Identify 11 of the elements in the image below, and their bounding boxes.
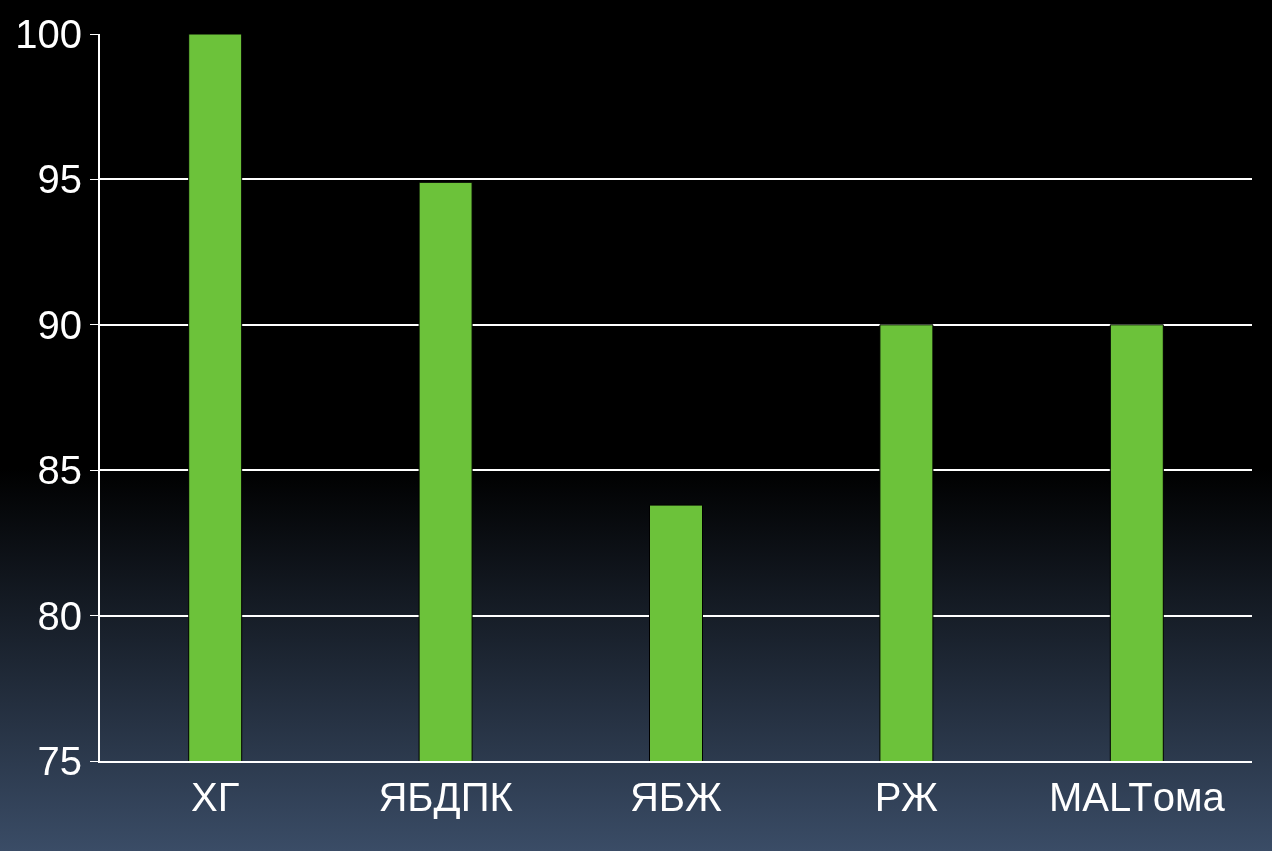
- y-tick-label: 90: [37, 302, 82, 347]
- y-tick-label: 80: [37, 593, 82, 638]
- y-tick-label: 100: [15, 12, 82, 56]
- y-tick-label: 75: [37, 739, 82, 783]
- x-tick-label: MALTома: [1048, 775, 1226, 819]
- x-tick-label: ХГ: [191, 775, 240, 819]
- x-tick-label: РЖ: [874, 775, 939, 819]
- x-tick-label: ЯБДПК: [378, 775, 514, 819]
- y-tick-label: 95: [37, 157, 82, 202]
- y-tick-label: 85: [37, 448, 82, 493]
- x-tick-label: ЯБЖ: [629, 775, 723, 819]
